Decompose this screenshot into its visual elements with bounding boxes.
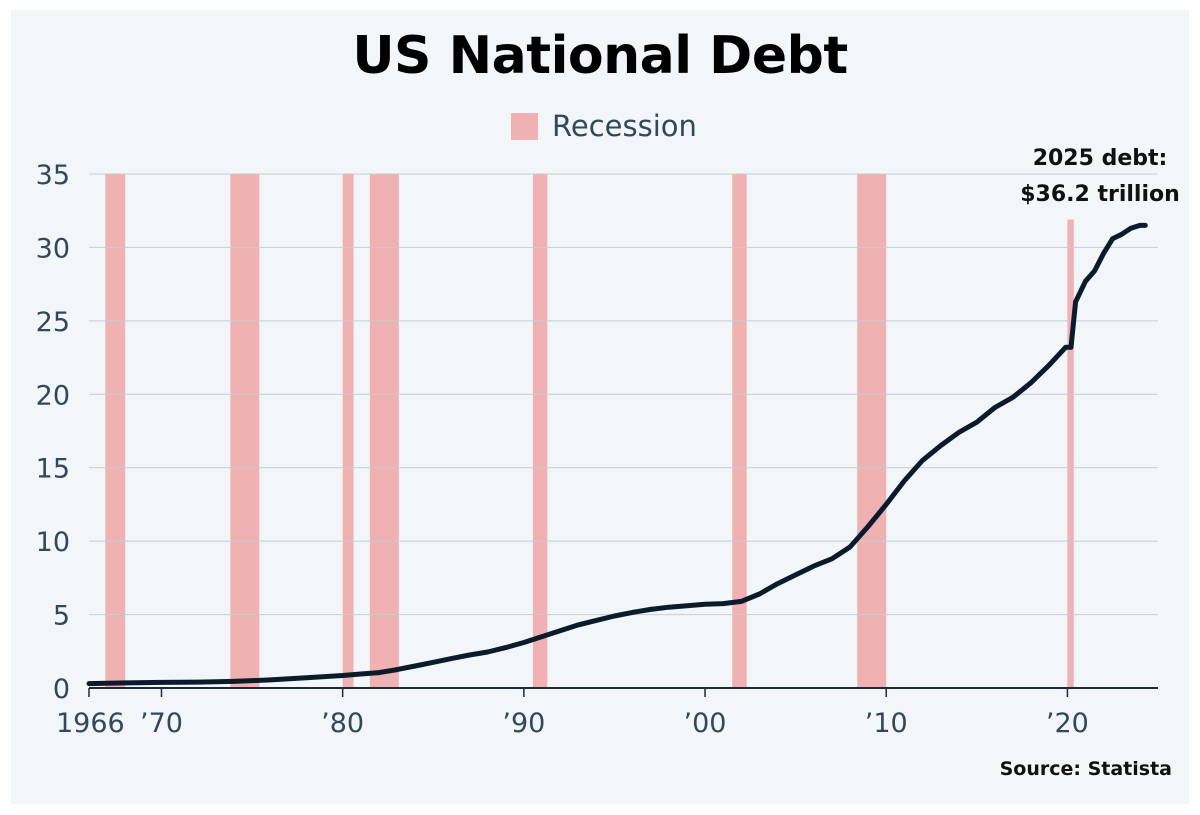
- source-note: Source: Statista: [999, 758, 1172, 780]
- x-tick-label-1990: ’90: [502, 708, 545, 739]
- x-tick-label-1966: 1966: [56, 708, 125, 739]
- y-tick-label-35: 35: [36, 160, 70, 191]
- recession-band-4: [532, 174, 548, 688]
- recession-band-2: [342, 174, 354, 688]
- recession-band-6: [857, 174, 887, 688]
- y-tick-label-15: 15: [36, 454, 70, 485]
- axes: 0 5 10 15 20 25 30 35 1966 ’70 ’80 ’90 ’00 ’10 ’20: [36, 160, 1158, 739]
- y-tick-label-30: 30: [36, 233, 70, 264]
- legend-swatch-recession: [511, 112, 538, 140]
- y-tick-label-5: 5: [53, 601, 70, 632]
- debt-series-line-0: [86, 222, 1148, 687]
- y-tick-label-10: 10: [36, 527, 70, 558]
- recession-bands: [105, 174, 1074, 689]
- x-tick-label-1980: ’80: [321, 708, 364, 739]
- y-tick-label-20: 20: [36, 380, 70, 411]
- debt-annotation: 2025 debt: $36.2 trillion: [1000, 141, 1200, 213]
- series-layer: [86, 222, 1148, 687]
- annotation-line-1: 2025 debt:: [1032, 146, 1168, 171]
- annotation-line-2: $36.2 trillion: [1020, 182, 1180, 207]
- x-tick-label-2020: ’20: [1046, 708, 1089, 739]
- recession-band-5: [732, 174, 747, 688]
- x-tick-label-2000: ’00: [684, 708, 727, 739]
- legend-label-recession: Recession: [552, 109, 697, 143]
- chart-legend: Recession: [511, 108, 697, 144]
- recession-band-7: [1067, 219, 1074, 689]
- recession-band-3: [369, 174, 399, 688]
- recession-band-0: [105, 174, 126, 688]
- y-tick-label-25: 25: [36, 307, 70, 338]
- y-tick-label-0: 0: [53, 674, 70, 705]
- recession-band-1: [230, 174, 260, 688]
- x-tick-label-1970: ’70: [140, 708, 183, 739]
- chart-title: US National Debt: [352, 26, 848, 86]
- x-tick-label-2010: ’10: [865, 708, 908, 739]
